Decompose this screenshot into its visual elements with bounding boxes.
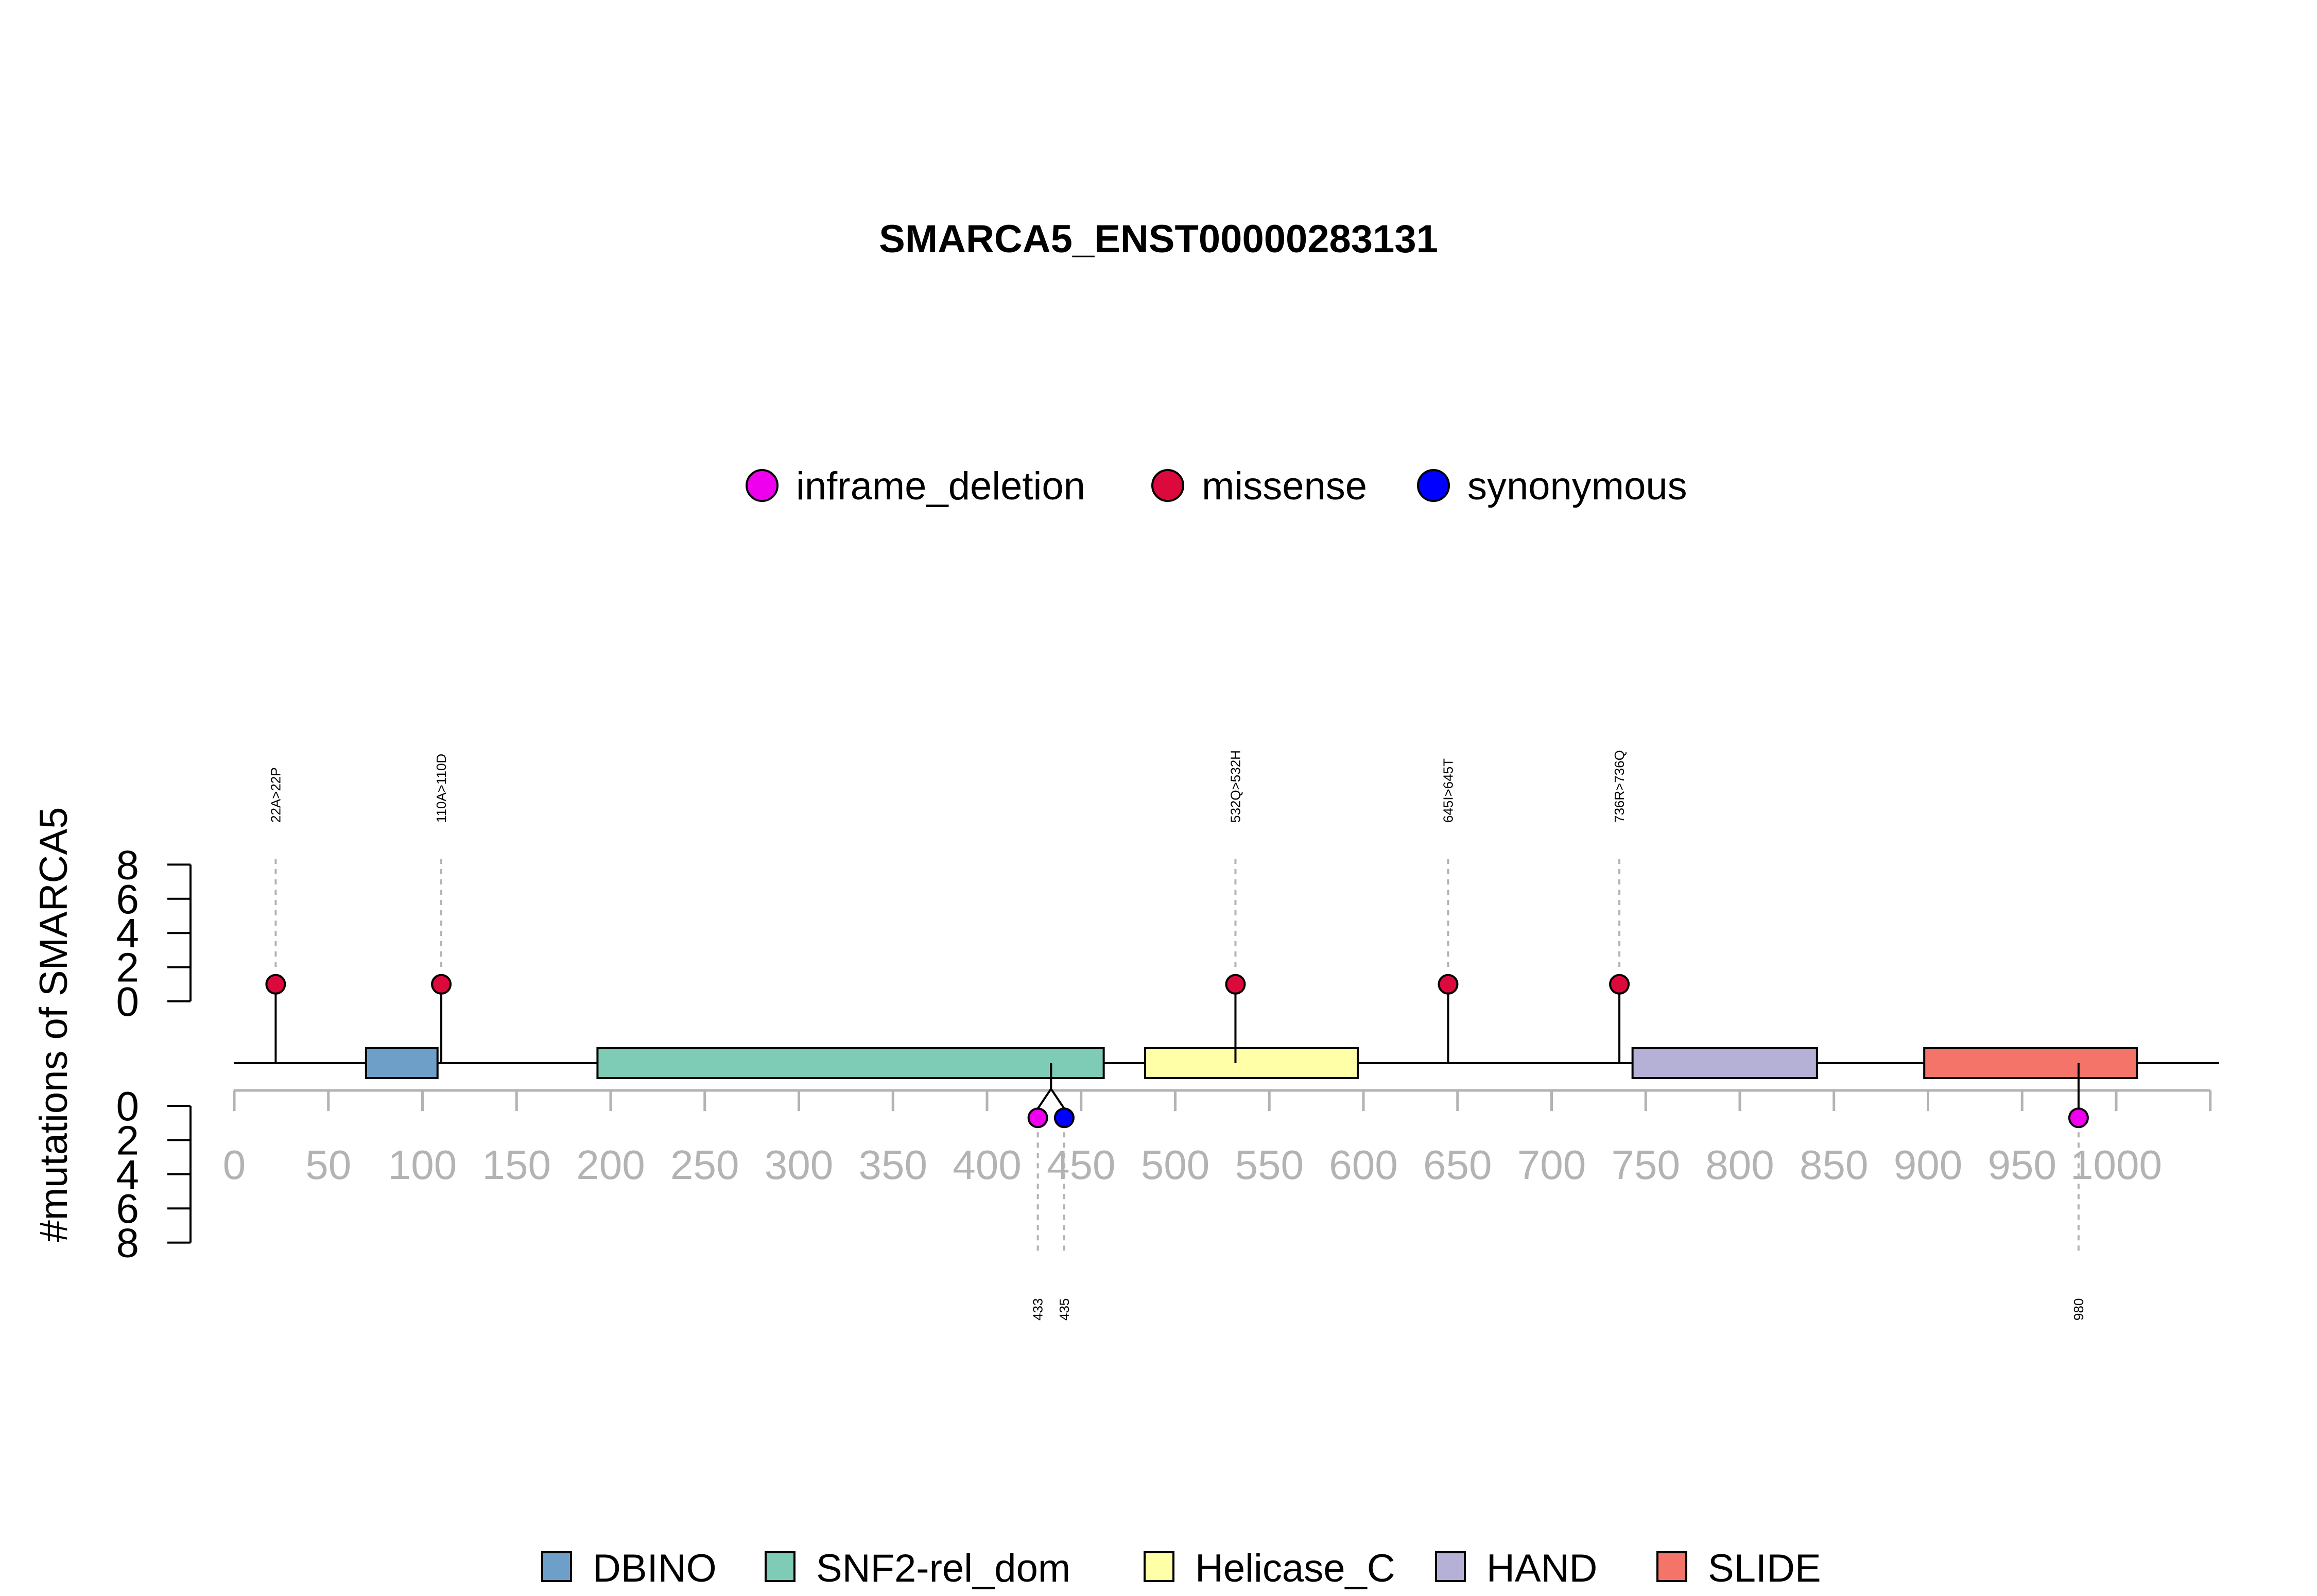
y-tick-label-top: 6 [116,876,140,922]
domain-Helicase_C [1144,1047,1359,1079]
legend-label-SLIDE: SLIDE [1708,1547,1821,1590]
legend-marker-inframe_deletion [746,469,779,502]
mutation-point-missense [1225,974,1246,995]
mutation-label: 433 [1030,1298,1046,1321]
x-tick-label: 750 [1612,1142,1680,1188]
mutation-label: 22A>22P [268,767,283,823]
mutation-label: 110A>110D [434,754,449,823]
y-tick-label-top: 4 [116,910,140,956]
y-tick-label-bottom: 4 [116,1152,140,1198]
domain-SLIDE [1923,1047,2138,1079]
legend-label-synonymous: synonymous [1467,464,1687,508]
domain-legend: DBINO SNF2-rel_dom Helicase_C HAND SLIDE [541,1547,1821,1590]
mutation-point-inframe_deletion [1027,1107,1048,1129]
legend-swatch-DBINO [541,1551,572,1582]
y-tick-label-top: 2 [116,945,140,991]
mutation-point-missense [1609,974,1630,995]
legend-label-missense: missense [1202,464,1367,508]
y-tick-label-bottom: 2 [116,1117,140,1163]
x-tick-label: 800 [1705,1142,1774,1188]
legend-swatch-SNF2-rel_dom [765,1551,796,1582]
mutation-point-missense [431,974,452,995]
mutation-point-missense [265,974,286,995]
mutation-point-missense [1438,974,1459,995]
mutation-label: 736R>736Q [1612,750,1627,823]
x-tick-label: 0 [223,1142,246,1188]
legend-label-Helicase_C: Helicase_C [1195,1547,1395,1590]
x-tick-label: 300 [765,1142,833,1188]
mutation-label: 435 [1057,1298,1072,1321]
x-tick-label: 250 [670,1142,739,1188]
y-tick-label-top: 8 [116,842,140,888]
domain-SNF2-rel_dom [596,1047,1105,1079]
mutation-point-synonymous [1053,1107,1075,1129]
mutation-label: 532Q>532H [1227,750,1243,823]
x-tick-label: 400 [953,1142,1021,1188]
x-tick-label: 700 [1517,1142,1586,1188]
plot-area: 0 50 100 150 200 250 300 350 400 450 500 550 600 650 7… [116,750,2219,1321]
x-tick-label: 50 [305,1142,351,1188]
y-tick-label-top: 0 [116,979,140,1025]
domain-HAND [1631,1047,1818,1079]
legend-label-SNF2-rel_dom: SNF2-rel_dom [816,1547,1070,1590]
legend-label-inframe_deletion: inframe_deletion [796,464,1085,508]
legend-swatch-HAND [1435,1551,1466,1582]
legend-marker-missense [1151,469,1184,502]
y-tick-label-bottom: 0 [116,1083,140,1129]
x-tick-label: 100 [388,1142,457,1188]
x-tick-label: 1000 [2070,1142,2162,1188]
x-tick-label: 450 [1047,1142,1115,1188]
legend-label-HAND: HAND [1486,1547,1597,1590]
y-tick-label-bottom: 6 [116,1186,140,1231]
x-tick-label: 200 [576,1142,645,1188]
x-tick-label: 150 [482,1142,551,1188]
mutation-label: 980 [2071,1298,2086,1321]
y-axis-label: #mutations of SMARCA5 [32,807,76,1242]
x-tick-label: 600 [1329,1142,1397,1188]
mutation-point-inframe_deletion [2068,1107,2089,1129]
x-tick-label: 550 [1235,1142,1304,1188]
domain-DBINO [365,1047,439,1079]
mutation-type-legend: inframe_deletion missense synonymous [746,464,1687,508]
mutation-label: 645I>645T [1440,758,1456,823]
legend-marker-synonymous [1417,469,1450,502]
x-tick-label: 950 [1988,1142,2056,1188]
x-tick-label: 650 [1423,1142,1492,1188]
legend-swatch-Helicase_C [1144,1551,1174,1582]
y-tick-label-bottom: 8 [116,1220,140,1266]
x-tick-label: 850 [1800,1142,1868,1188]
x-tick-label: 500 [1141,1142,1209,1188]
legend-label-DBINO: DBINO [593,1547,717,1590]
mutation-stem [1050,1063,1065,1109]
x-tick-label: 350 [859,1142,927,1188]
chart-title: SMARCA5_ENST00000283131 [879,217,1438,261]
legend-swatch-SLIDE [1656,1551,1687,1582]
x-tick-label: 900 [1894,1142,1962,1188]
